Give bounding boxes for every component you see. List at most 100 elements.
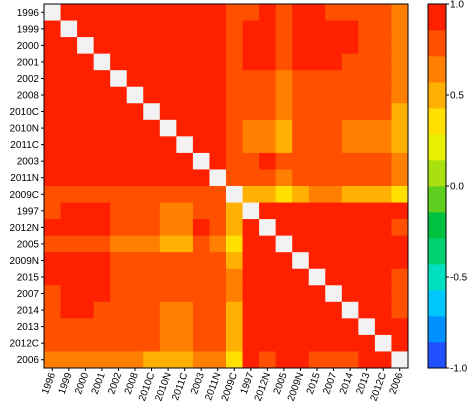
heatmap-cell <box>374 152 392 170</box>
heatmap-cell <box>308 235 326 253</box>
heatmap-cell <box>259 119 277 137</box>
heatmap-cell <box>325 285 343 303</box>
heatmap-cell <box>242 268 260 286</box>
column-label: 1997 <box>239 371 257 396</box>
heatmap-cell <box>325 136 343 154</box>
heatmap-cell <box>358 252 376 270</box>
heatmap-cell <box>110 70 128 88</box>
heatmap-cell <box>126 53 144 71</box>
heatmap-cell <box>226 186 243 203</box>
heatmap-cell <box>77 334 95 352</box>
colorbar-bin <box>428 264 446 291</box>
heatmap-cell <box>275 202 293 220</box>
heatmap-cell <box>226 152 243 170</box>
heatmap-cell <box>110 4 128 21</box>
heatmap-cell <box>226 202 243 220</box>
column-label: 2001 <box>90 371 108 396</box>
heatmap-cell <box>358 103 376 121</box>
heatmap-cell <box>209 70 227 88</box>
heatmap-cell <box>292 252 310 270</box>
heatmap-cell <box>143 53 161 71</box>
heatmap-cell <box>93 119 111 137</box>
heatmap-cell <box>192 37 210 55</box>
heatmap-cell <box>242 235 260 253</box>
heatmap-cell <box>292 37 310 55</box>
heatmap-cell <box>325 252 343 270</box>
heatmap-cell <box>308 219 326 237</box>
heatmap-cell <box>358 169 376 187</box>
heatmap-cell <box>77 202 95 220</box>
heatmap-cell <box>176 152 194 170</box>
heatmap-cell <box>275 169 293 187</box>
heatmap-cell <box>93 152 111 170</box>
heatmap-cell <box>374 334 392 352</box>
colorbar-tick-label: 0.0 <box>450 182 464 193</box>
heatmap-cell <box>341 186 359 203</box>
heatmap-cell <box>93 20 111 38</box>
heatmap-cell <box>325 53 343 71</box>
heatmap-cell <box>143 252 161 270</box>
heatmap-cell <box>192 285 210 303</box>
heatmap-cell <box>176 334 194 352</box>
heatmap-cell <box>226 235 243 253</box>
heatmap-cell <box>358 301 376 319</box>
heatmap-cell <box>325 301 343 319</box>
heatmap-cell <box>143 202 161 220</box>
heatmap-cell <box>93 86 111 104</box>
heatmap-cell <box>292 235 310 253</box>
heatmap-cell <box>259 318 277 336</box>
heatmap-cell <box>192 53 210 71</box>
heatmap-cell <box>93 136 111 154</box>
heatmap-cell <box>374 186 392 203</box>
heatmap-cell <box>126 86 144 104</box>
heatmap-cell <box>341 301 359 319</box>
heatmap-cell <box>93 334 111 352</box>
heatmap-cell <box>275 318 293 336</box>
heatmap-cell <box>60 219 78 237</box>
heatmap-cell <box>60 20 78 38</box>
heatmap-cell <box>93 186 111 203</box>
heatmap-cell <box>110 86 128 104</box>
heatmap-cell <box>60 152 78 170</box>
heatmap-cell <box>192 20 210 38</box>
heatmap-cell <box>242 37 260 55</box>
heatmap-cell <box>292 268 310 286</box>
heatmap-cell <box>60 334 78 352</box>
heatmap-cell <box>192 252 210 270</box>
heatmap-cell <box>176 70 194 88</box>
heatmap-cell <box>209 301 227 319</box>
row-label: 2014 <box>17 306 40 317</box>
heatmap-cell <box>126 235 144 253</box>
heatmap-cell <box>77 136 95 154</box>
row-label: 2012N <box>10 223 39 234</box>
heatmap-cell <box>176 285 194 303</box>
heatmap-cell <box>60 136 78 154</box>
heatmap-cell <box>110 20 128 38</box>
row-label: 2010N <box>10 124 39 135</box>
heatmap-cell <box>60 4 78 21</box>
heatmap-cell <box>308 169 326 187</box>
heatmap-cell <box>77 37 95 55</box>
heatmap-cell <box>93 202 111 220</box>
heatmap-cell <box>325 318 343 336</box>
heatmap-cell <box>110 152 128 170</box>
heatmap-cell <box>159 252 177 270</box>
heatmap-cell <box>391 268 409 286</box>
heatmap-cell <box>391 186 409 203</box>
heatmap-cell <box>143 37 161 55</box>
heatmap-cell <box>325 152 343 170</box>
colorbar-bin <box>428 108 446 135</box>
heatmap-cell <box>226 351 243 369</box>
heatmap-cell <box>341 119 359 137</box>
heatmap-cell <box>391 252 409 270</box>
heatmap-cell <box>77 186 95 203</box>
heatmap-cell <box>159 119 177 137</box>
heatmap-cell <box>44 301 61 319</box>
heatmap-cell <box>358 351 376 369</box>
heatmap-cell <box>259 169 277 187</box>
heatmap-cell <box>226 53 243 71</box>
row-label: 2003 <box>17 157 40 168</box>
heatmap-cell <box>60 186 78 203</box>
heatmap-cell <box>391 351 409 369</box>
heatmap-cell <box>308 53 326 71</box>
